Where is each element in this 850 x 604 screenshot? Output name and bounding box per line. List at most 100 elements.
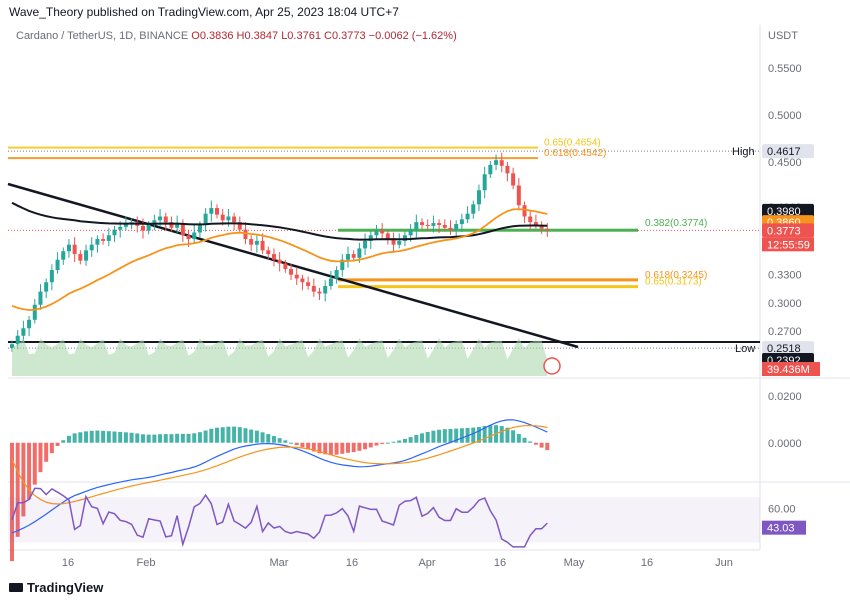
ohlc-open: O0.3836 <box>191 30 234 42</box>
candle-body <box>27 319 32 329</box>
macd-histogram-bar <box>254 430 259 443</box>
candle-body <box>10 344 14 348</box>
fib-level-label: 0.618(0.3245) <box>645 270 707 281</box>
candle-body <box>311 285 316 292</box>
low-price-badge-text: 0.2518 <box>767 343 801 355</box>
macd-histogram-bar <box>66 435 71 443</box>
macd-histogram-bar <box>84 431 89 443</box>
candle-body <box>425 224 430 226</box>
macd-histogram-bar <box>283 440 288 443</box>
candle-body <box>374 230 379 236</box>
ema-200-line <box>11 201 548 241</box>
candle-body <box>203 213 208 225</box>
macd-histogram-bar <box>471 427 476 443</box>
macd-line <box>11 419 548 534</box>
candle-body <box>437 223 442 225</box>
candle-body <box>488 164 493 175</box>
candle-body <box>368 235 373 241</box>
candle-body <box>471 204 476 214</box>
candle-body <box>340 259 345 271</box>
candle-body <box>306 282 311 286</box>
candle-body <box>169 222 174 228</box>
macd-histogram-bar <box>545 442 550 451</box>
candle-body <box>15 335 20 345</box>
candle-body <box>539 224 544 229</box>
candle-body <box>431 223 436 226</box>
macd-histogram-bar <box>163 434 168 443</box>
macd-histogram-bar <box>482 425 487 443</box>
macd-histogram-bar <box>27 442 32 500</box>
fib-level-band <box>338 285 638 289</box>
macd-signal-line <box>11 424 548 505</box>
candle-body <box>300 278 305 283</box>
macd-histogram-bar <box>106 431 111 443</box>
candle-body <box>328 278 333 286</box>
candle-body <box>140 225 145 231</box>
candle-body <box>72 244 77 255</box>
macd-histogram-bar <box>351 442 356 453</box>
macd-histogram-bar <box>277 438 282 443</box>
last-price-badge <box>762 223 814 238</box>
macd-histogram-bar <box>72 433 77 443</box>
macd-histogram-bar <box>539 442 544 448</box>
tradingview-logo-icon <box>9 583 23 592</box>
candle-body <box>323 285 328 294</box>
candle-body <box>357 248 362 258</box>
macd-histogram-bar <box>101 430 106 443</box>
candle-body <box>66 244 71 252</box>
candle-body <box>55 259 60 271</box>
macd-histogram-bar <box>21 442 26 517</box>
macd-histogram-bar <box>363 442 368 450</box>
macd-histogram-bar <box>391 441 396 443</box>
macd-histogram-bar <box>232 426 237 443</box>
candle-body <box>448 227 453 230</box>
candle-body <box>494 160 499 165</box>
macd-histogram-bar <box>420 433 425 443</box>
candle-body <box>380 230 385 234</box>
candle-body <box>271 254 276 260</box>
macd-histogram-bar <box>89 430 94 443</box>
macd-histogram-bar <box>135 433 140 443</box>
macd-histogram-bar <box>522 437 527 443</box>
macd-histogram-bar <box>118 431 123 443</box>
candle-body <box>317 291 322 294</box>
ema-black-price-badge-text: 0.3980 <box>767 206 801 218</box>
macd-histogram-bar <box>215 427 220 443</box>
candle-body <box>197 224 202 233</box>
macd-histogram-bar <box>243 428 248 443</box>
candle-body <box>522 205 527 217</box>
currency-label: USDT <box>768 30 798 42</box>
macd-histogram-bar <box>476 426 481 443</box>
ohlc-high: H0.3847 <box>236 30 279 42</box>
macd-histogram-bar <box>209 428 214 443</box>
countdown-text: 12:55:59 <box>767 239 810 251</box>
macd-histogram-bar <box>203 430 208 443</box>
candle-body <box>243 229 248 240</box>
time-tick-label: 16 <box>346 557 358 569</box>
macd-histogram-bar <box>15 442 20 537</box>
macd-histogram-bar <box>374 442 379 446</box>
time-tick-label: 16 <box>494 557 506 569</box>
macd-histogram-bar <box>402 438 407 443</box>
candle-body <box>414 222 419 230</box>
ohlc-low: L0.3761 <box>281 30 321 42</box>
candle-body <box>84 250 89 261</box>
ema-black-price-badge <box>762 203 814 218</box>
time-tick-label: Apr <box>418 557 435 569</box>
macd-histogram-bar <box>55 442 60 446</box>
candle-body <box>180 223 185 236</box>
macd-histogram-bar <box>49 442 54 454</box>
candle-body <box>95 239 100 245</box>
candle-body <box>294 274 299 279</box>
time-tick-label: Jun <box>715 557 733 569</box>
candle-body <box>334 270 339 279</box>
macd-histogram-bar <box>175 433 180 443</box>
macd-histogram-bar <box>357 442 362 451</box>
candle-body <box>49 270 54 283</box>
candle-body <box>482 174 487 191</box>
candle-body <box>420 222 425 225</box>
macd-histogram-bar <box>38 442 43 473</box>
macd-histogram-bar <box>408 437 413 443</box>
macd-histogram-bar <box>425 431 430 443</box>
